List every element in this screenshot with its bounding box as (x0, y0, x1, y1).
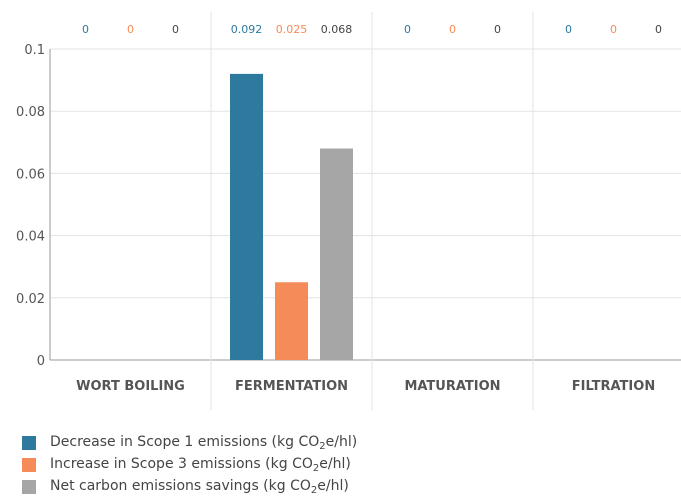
legend-swatch-scope3 (22, 458, 36, 472)
bar-chart: 0 0.02 0.04 0.06 0.08 0.1 WORT BOILING 0 0 0 FERME… (16, 12, 681, 410)
category-label: FERMENTATION (235, 379, 348, 394)
legend-label-scope1: Decrease in Scope 1 emissions (kg CO2e/h… (50, 434, 358, 452)
category-label: WORT BOILING (76, 379, 185, 394)
data-label: 0.068 (321, 23, 353, 36)
data-label: 0 (565, 23, 572, 36)
category-label: MATURATION (404, 379, 500, 394)
data-label: 0 (449, 23, 456, 36)
y-tick-label: 0.08 (16, 105, 45, 120)
legend-item-net-savings[interactable]: Net carbon emissions savings (kg CO2e/hl… (22, 476, 357, 498)
category-label: FILTRATION (572, 379, 655, 394)
y-tick-label: 0.1 (24, 43, 45, 58)
y-tick-label: 0.02 (16, 292, 45, 307)
y-tick-label: 0 (37, 354, 45, 369)
bar (230, 73, 263, 360)
legend-label-scope3: Increase in Scope 3 emissions (kg CO2e/h… (50, 456, 351, 474)
data-label: 0 (404, 23, 411, 36)
bar (275, 282, 308, 360)
y-tick-label: 0.04 (16, 230, 45, 245)
legend: Decrease in Scope 1 emissions (kg CO2e/h… (22, 432, 357, 498)
bar (320, 148, 353, 360)
data-label: 0 (494, 23, 501, 36)
data-label: 0 (610, 23, 617, 36)
data-label: 0 (127, 23, 134, 36)
data-label: 0 (172, 23, 179, 36)
legend-swatch-net-savings (22, 480, 36, 494)
legend-swatch-scope1 (22, 436, 36, 450)
y-tick-label: 0.06 (16, 167, 45, 182)
legend-label-net-savings: Net carbon emissions savings (kg CO2e/hl… (50, 478, 349, 496)
legend-item-scope3[interactable]: Increase in Scope 3 emissions (kg CO2e/h… (22, 454, 357, 476)
legend-item-scope1[interactable]: Decrease in Scope 1 emissions (kg CO2e/h… (22, 432, 357, 454)
data-label: 0.092 (231, 23, 263, 36)
data-label: 0 (655, 23, 662, 36)
data-label: 0.025 (276, 23, 308, 36)
data-label: 0 (82, 23, 89, 36)
